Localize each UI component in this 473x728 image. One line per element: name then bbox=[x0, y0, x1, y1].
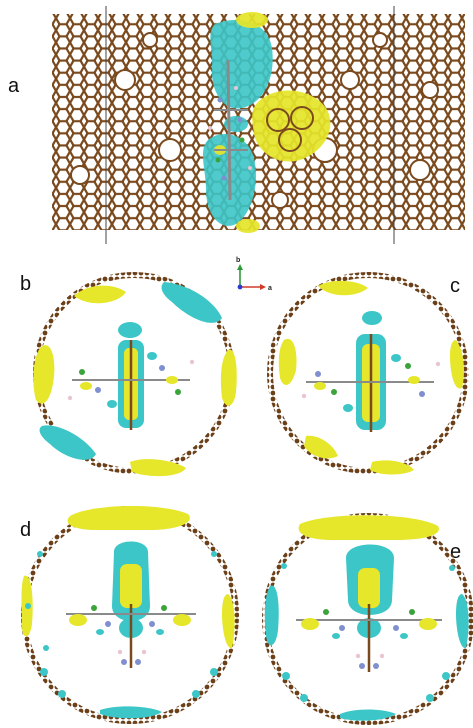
molecule-e bbox=[296, 544, 442, 672]
panel-label-a: a bbox=[8, 75, 20, 97]
axes-indicator: b a bbox=[236, 257, 272, 292]
outer-lobes-b bbox=[33, 282, 237, 477]
axis-label-a: a bbox=[268, 285, 272, 292]
outer-lobes-d bbox=[21, 505, 235, 719]
panel-label-c: c bbox=[450, 275, 460, 297]
axis-label-b: b bbox=[236, 257, 240, 264]
panel-c: c bbox=[267, 272, 469, 475]
outer-lobes-e bbox=[264, 515, 469, 721]
encapsulated-molecule bbox=[208, 59, 252, 201]
panel-e: e bbox=[262, 513, 473, 725]
panel-label-b: b bbox=[20, 273, 31, 295]
panel-d: d bbox=[20, 505, 239, 724]
panel-a: a bbox=[8, 6, 465, 244]
molecule-b bbox=[67, 322, 195, 430]
yellow-density-lobes bbox=[214, 12, 331, 233]
yellow-ring-outlines bbox=[266, 106, 314, 152]
panel-b: b bbox=[20, 272, 237, 477]
panel-label-d: d bbox=[20, 519, 31, 541]
tube-cross-section-c bbox=[267, 272, 469, 474]
outer-lobes-c bbox=[278, 280, 464, 475]
axis-origin-dot bbox=[237, 284, 243, 290]
panel-label-e: e bbox=[450, 541, 461, 563]
molecule-c bbox=[301, 311, 441, 432]
molecule-d bbox=[66, 541, 196, 668]
